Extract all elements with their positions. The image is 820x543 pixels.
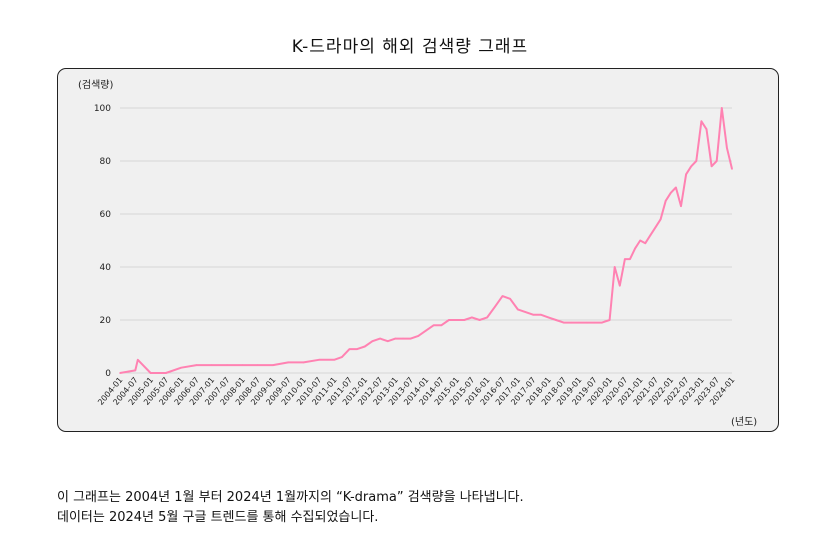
data-point-2021-11 [664,199,667,202]
data-point-2004-08 [137,358,139,361]
data-point-2013-01 [394,337,397,340]
data-point-2021-03 [644,242,647,244]
data-point-2010-01 [302,361,305,364]
data-point-2021-01 [639,239,641,242]
y-tick-80: 80 [100,157,112,167]
data-point-2019-01 [578,321,580,324]
data-point-2008-07 [256,364,259,366]
data-point-2006-01 [180,366,182,369]
y-tick-40: 40 [100,263,112,273]
data-point-2023-05 [710,165,713,168]
data-point-2016-04 [494,305,496,308]
data-point-2005-07 [165,372,167,374]
data-point-2023-11 [726,146,728,149]
data-point-2024-01 [731,168,733,170]
data-point-2015-04 [463,319,466,321]
chart-panel [57,68,779,432]
data-point-2015-01 [455,319,458,321]
data-point-2004-01 [119,372,121,374]
data-point-2023-07 [715,160,718,162]
data-point-2017-10 [539,313,542,316]
data-point-2004-07 [134,369,137,372]
chart-title: K-드라마의 해외 검색량 그래프 [291,37,529,57]
data-point-2016-01 [486,316,489,319]
data-point-2019-04 [585,321,588,324]
data-point-2017-04 [524,311,527,313]
data-point-2018-01 [547,316,550,319]
data-point-2022-07 [685,173,687,176]
y-tick-60: 60 [100,210,112,220]
data-point-2020-11 [634,247,636,250]
y-tick-0: 0 [105,369,111,379]
data-point-2023-03 [705,128,708,130]
data-point-2022-05 [680,205,682,207]
data-point-2013-07 [409,337,412,340]
data-point-2019-07 [593,321,596,324]
y-axis-label: (검색량) [78,80,114,91]
data-point-2023-01 [700,120,703,123]
data-point-2010-07 [318,358,320,361]
data-point-2012-04 [371,340,374,343]
data-point-2013-04 [402,337,404,340]
data-point-2011-10 [356,348,358,350]
data-point-2018-07 [562,321,565,324]
data-point-2018-04 [555,319,557,321]
data-point-2015-10 [478,319,481,321]
data-point-2011-01 [333,358,336,361]
gridlines [120,107,732,374]
data-point-2022-09 [690,165,692,168]
data-point-2021-09 [659,218,662,221]
data-point-2022-01 [670,192,672,194]
x-axis-label: (년도) [731,417,758,428]
data-point-2014-01 [425,329,427,332]
data-points [119,107,733,374]
data-point-2014-04 [432,324,435,327]
data-point-2020-05 [619,284,621,287]
caption-line-2: 데이터는 2024년 5월 구글 트렌드를 통해 수집되었습니다. [57,510,379,525]
data-point-2020-03 [613,266,616,268]
y-tick-labels: 0 20 40 60 80 100 [94,104,111,379]
data-point-2023-09 [721,107,723,109]
x-tick-labels: 2004-012004-072005-012005-072006-012006-… [96,376,736,407]
data-point-2006-07 [195,364,198,366]
data-point-2012-01 [364,345,366,348]
data-point-2013-10 [417,335,420,337]
data-point-2012-07 [379,337,381,340]
data-point-2016-10 [509,298,511,300]
data-point-2014-10 [448,319,450,321]
data-point-2017-07 [532,313,534,316]
data-point-2014-07 [440,324,443,327]
data-point-2016-07 [501,295,504,297]
data-point-2020-01 [608,319,611,321]
data-point-2012-10 [386,340,389,343]
data-point-2005-01 [149,372,152,374]
series-line-k-drama [119,107,733,374]
caption-line-1: 이 그래프는 2004년 1월 부터 2024년 1월까지의 “K-drama”… [57,490,524,505]
data-point-2019-10 [601,321,603,324]
data-point-2009-07 [287,361,290,364]
data-point-2007-01 [211,364,213,366]
data-point-2021-07 [654,226,657,229]
data-point-2018-10 [570,321,573,324]
data-point-2007-07 [226,364,228,366]
data-point-2011-07 [348,348,351,350]
data-point-2020-07 [624,258,626,260]
data-point-2008-01 [241,364,244,366]
data-point-2011-04 [341,356,343,358]
data-point-2017-01 [517,308,519,311]
data-point-2021-05 [649,234,652,236]
data-point-2009-01 [272,364,274,366]
data-point-2022-03 [675,186,677,189]
data-point-2015-07 [471,316,473,319]
data-point-2022-11 [695,160,698,162]
data-point-2020-09 [629,258,631,260]
y-tick-100: 100 [94,104,111,114]
y-tick-20: 20 [100,316,112,326]
